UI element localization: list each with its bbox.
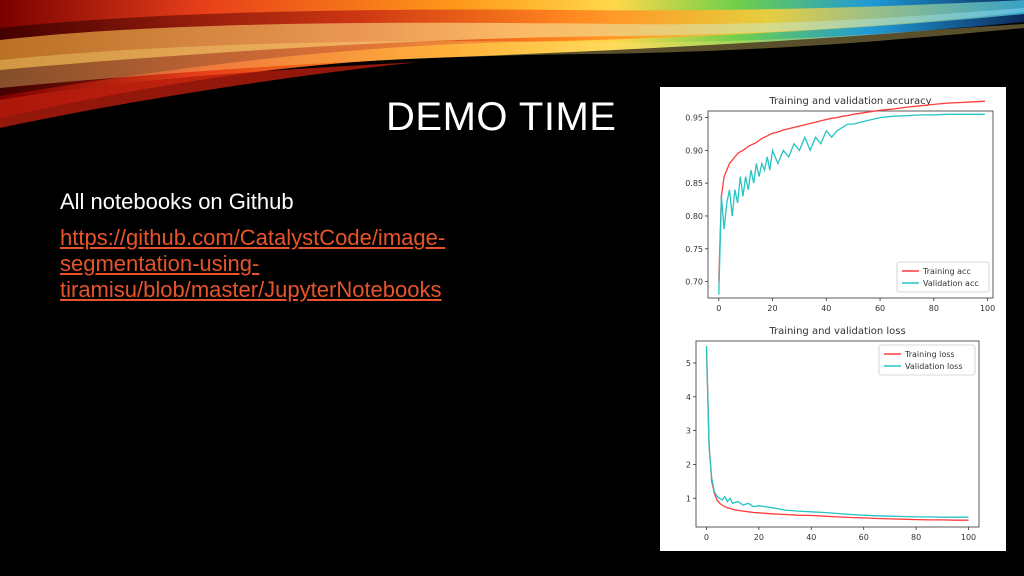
github-notebooks-link[interactable]: https://github.com/CatalystCode/image- s… bbox=[60, 225, 620, 303]
y-tick-label: 3 bbox=[686, 427, 691, 436]
legend-label: Training loss bbox=[904, 350, 955, 359]
chart-title: Training and validation loss bbox=[768, 326, 905, 337]
link-line-1: https://github.com/CatalystCode/image- bbox=[60, 225, 446, 250]
x-tick-label: 40 bbox=[806, 533, 816, 542]
x-tick-label: 20 bbox=[767, 304, 777, 313]
y-tick-label: 1 bbox=[686, 494, 691, 503]
plot-frame bbox=[695, 340, 980, 528]
legend-label: Validation loss bbox=[905, 362, 963, 371]
legend-box bbox=[878, 344, 976, 376]
series-line-2 bbox=[705, 346, 969, 518]
x-tick-label: 100 bbox=[980, 304, 995, 313]
x-tick-label: 0 bbox=[716, 304, 721, 313]
slide-body: All notebooks on Github https://github.c… bbox=[60, 187, 620, 303]
legend-label: Training acc bbox=[922, 267, 971, 276]
chart-title: Training and validation accuracy bbox=[768, 96, 931, 107]
plot-frame bbox=[707, 110, 994, 299]
link-line-2: segmentation-using- bbox=[60, 251, 260, 276]
y-tick-label: 5 bbox=[686, 359, 691, 368]
y-tick-label: 0.80 bbox=[685, 212, 703, 221]
legend-label: Validation acc bbox=[923, 279, 979, 288]
x-tick-label: 100 bbox=[961, 533, 976, 542]
accuracy-chart: Training and validation accuracy 0 20 40 60 8… bbox=[660, 87, 1006, 319]
y-tick-label: 0.85 bbox=[685, 179, 703, 188]
slide-title: DEMO TIME bbox=[386, 95, 617, 139]
x-tick-label: 0 bbox=[704, 533, 709, 542]
x-tick-label: 80 bbox=[911, 533, 921, 542]
x-tick-label: 60 bbox=[875, 304, 885, 313]
legend-box bbox=[896, 261, 990, 293]
decorative-swirl-banner bbox=[0, 0, 1024, 128]
series-line-1 bbox=[718, 100, 985, 282]
y-tick-label: 0.70 bbox=[685, 278, 703, 287]
series-line-2 bbox=[718, 113, 985, 295]
link-line-3: tiramisu/blob/master/JupyterNotebooks bbox=[60, 277, 442, 302]
x-tick-label: 40 bbox=[821, 304, 831, 313]
x-tick-label: 20 bbox=[754, 533, 764, 542]
x-tick-label: 80 bbox=[929, 304, 939, 313]
y-tick-label: 4 bbox=[686, 393, 691, 402]
body-text-line: All notebooks on Github bbox=[60, 189, 294, 214]
y-tick-label: 0.75 bbox=[685, 245, 703, 254]
series-line-1 bbox=[705, 349, 969, 521]
y-tick-label: 0.90 bbox=[685, 146, 703, 155]
loss-chart: Training and validation loss 0 20 40 60 80 100… bbox=[660, 319, 1006, 551]
y-tick-label: 2 bbox=[686, 460, 691, 469]
training-plots-image: Training and validation accuracy 0 20 40 60 8… bbox=[660, 87, 1006, 551]
x-tick-label: 60 bbox=[859, 533, 869, 542]
y-tick-label: 0.95 bbox=[685, 114, 703, 123]
